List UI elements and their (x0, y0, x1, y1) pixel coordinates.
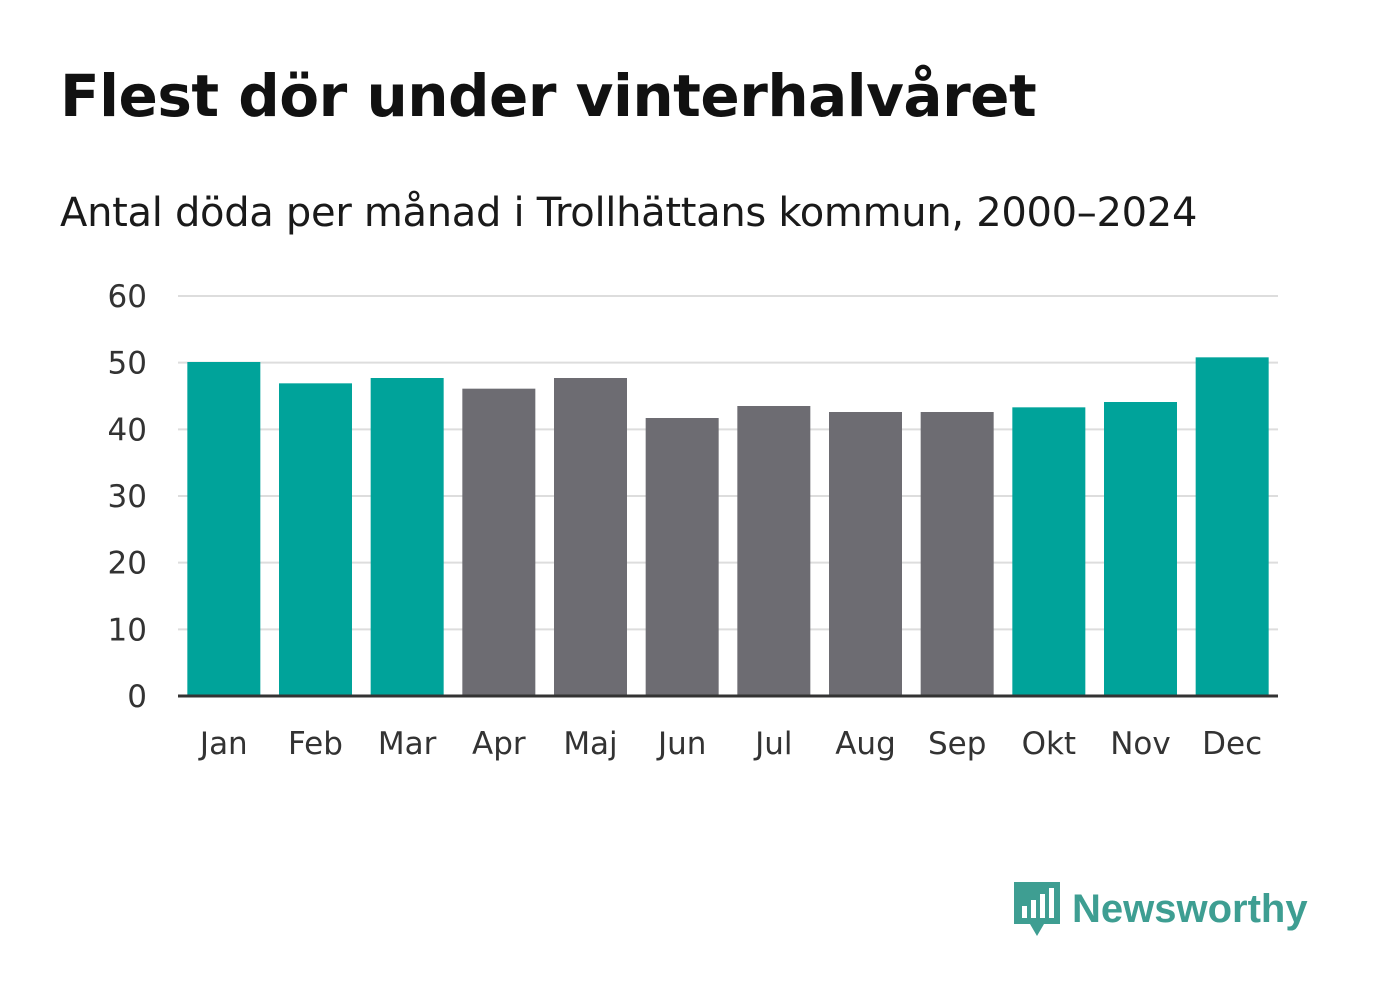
bar (737, 406, 811, 696)
bar (1195, 357, 1269, 696)
newsworthy-logo-icon (1014, 882, 1060, 936)
y-tick-label: 0 (127, 679, 147, 715)
bar (187, 362, 261, 696)
y-tick-label: 30 (108, 479, 147, 515)
newsworthy-logo: Newsworthy (1010, 878, 1308, 940)
x-tick-label: Jul (753, 726, 792, 762)
y-tick-label: 40 (108, 412, 147, 448)
bar (1012, 407, 1086, 696)
x-tick-label: Aug (835, 726, 896, 762)
y-tick-label: 20 (108, 546, 147, 582)
bar (829, 412, 902, 696)
x-tick-label: Maj (563, 726, 617, 762)
chart-subtitle: Antal döda per månad i Trollhättans komm… (60, 190, 1198, 236)
x-tick-label: Jun (656, 726, 706, 762)
y-tick-label: 10 (108, 612, 147, 648)
x-tick-label: Feb (288, 726, 343, 762)
bar (920, 412, 994, 696)
brand-name: Newsworthy (1072, 886, 1308, 931)
y-tick-label: 60 (108, 279, 147, 315)
x-tick-label: Mar (378, 726, 437, 762)
x-tick-label: Sep (928, 726, 986, 762)
x-tick-label: Jan (198, 726, 248, 762)
chart-title: Flest dör under vinterhalvåret (60, 62, 1037, 130)
bar (645, 418, 719, 696)
x-tick-label: Dec (1202, 726, 1262, 762)
x-tick-label: Apr (472, 726, 526, 762)
bar (554, 378, 627, 696)
x-tick-label: Nov (1110, 726, 1171, 762)
y-tick-label: 50 (108, 346, 147, 382)
x-tick-label: Okt (1022, 726, 1077, 762)
bar (1104, 402, 1177, 696)
bar (370, 378, 444, 696)
bar (279, 383, 352, 696)
bar (462, 388, 536, 696)
